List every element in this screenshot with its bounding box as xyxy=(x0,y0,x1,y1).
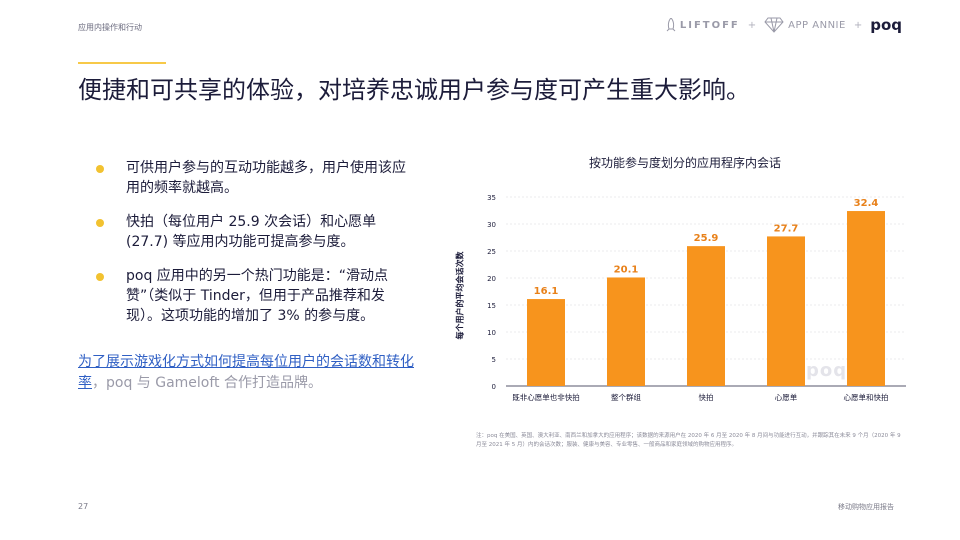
poq-watermark: poq xyxy=(806,360,848,381)
bullet-text: poq 应用中的另一个热门功能是：“滑动点赞”（类似于 Tinder，但用于产品… xyxy=(126,268,389,324)
brand-logos: LIFTOFF + APP ANNIE + poq xyxy=(666,16,902,34)
data-label: 16.1 xyxy=(534,286,559,297)
report-name: 移动购物应用报告 xyxy=(838,503,894,511)
y-tick-label: 20 xyxy=(487,275,496,283)
title-accent-line xyxy=(78,62,166,64)
bar xyxy=(687,246,725,386)
bullet-dot-icon xyxy=(96,273,104,281)
y-tick-label: 15 xyxy=(487,302,496,310)
y-tick-label: 25 xyxy=(487,248,496,256)
x-tick-label: 快拍 xyxy=(699,392,714,402)
poq-logo: poq xyxy=(870,16,902,34)
gameloft-callout-text: ，poq 与 Gameloft 合作打造品牌。 xyxy=(92,375,322,391)
plus-separator: + xyxy=(853,19,863,31)
y-tick-label: 5 xyxy=(492,356,496,364)
section-label: 应用内操作和行动 xyxy=(78,23,142,32)
sessions-bar-chart: 按功能参与度划分的应用程序内会话 每个用户的平均会话次数 0 5 10 15 20 25 3… xyxy=(450,150,920,425)
page-title: 便捷和可共享的体验，对培养忠诚用户参与度可产生重大影响。 xyxy=(78,76,750,104)
y-tick-label: 10 xyxy=(487,329,496,337)
chart-plot: 0 5 10 15 20 25 30 35 16.1 既非心愿单也非快拍 20.1 整个群组 25.9 快… xyxy=(487,194,906,402)
page-number: 27 xyxy=(78,502,89,511)
bar xyxy=(527,299,565,386)
data-label: 32.4 xyxy=(854,198,879,209)
bullet-dot-icon xyxy=(96,219,104,227)
data-label: 27.7 xyxy=(774,223,799,234)
x-tick-label: 既非心愿单也非快拍 xyxy=(512,392,580,402)
bar xyxy=(607,277,645,386)
bullet-item: 快拍（每位用户 25.9 次会话）和心愿单 (27.7) 等应用内功能可提高参与… xyxy=(96,212,416,252)
diamond-icon xyxy=(764,17,784,33)
rocket-icon xyxy=(666,18,676,32)
bullet-text: 可供用户参与的互动功能越多，用户使用该应用的频率就越高。 xyxy=(126,160,406,196)
x-tick-label: 整个群组 xyxy=(611,392,641,402)
bullet-list: 可供用户参与的互动功能越多，用户使用该应用的频率就越高。 快拍（每位用户 25.… xyxy=(96,158,416,340)
bullet-text: 快拍（每位用户 25.9 次会话）和心愿单 (27.7) 等应用内功能可提高参与… xyxy=(126,214,377,250)
liftoff-logo: LIFTOFF xyxy=(666,18,740,32)
x-tick-label: 心愿单 xyxy=(775,392,798,402)
data-label: 20.1 xyxy=(614,264,639,275)
liftoff-wordmark: LIFTOFF xyxy=(679,19,740,31)
data-label: 25.9 xyxy=(694,233,719,244)
gameloft-link[interactable]: 为了展示游戏化方式如何提高每位用户的会话数和转化率 xyxy=(78,354,414,391)
bullet-dot-icon xyxy=(96,165,104,173)
x-tick-label: 心愿单和快拍 xyxy=(844,392,889,402)
bullet-item: poq 应用中的另一个热门功能是：“滑动点赞”（类似于 Tinder，但用于产品… xyxy=(96,266,416,326)
chart-footnote: 注：poq 在美国、英国、澳大利亚、南西兰和加拿大的应用程序；该数据的来源用户在… xyxy=(476,433,901,448)
plus-separator: + xyxy=(747,19,757,31)
app-annie-logo: APP ANNIE xyxy=(764,17,846,33)
chart-title: 按功能参与度划分的应用程序内会话 xyxy=(588,156,781,170)
app-annie-wordmark: APP ANNIE xyxy=(788,19,846,31)
y-tick-label: 0 xyxy=(492,383,496,391)
gameloft-callout: 为了展示游戏化方式如何提高每位用户的会话数和转化率，poq 与 Gameloft… xyxy=(78,352,438,394)
y-tick-label: 30 xyxy=(487,221,496,229)
bar xyxy=(847,211,885,386)
y-tick-label: 35 xyxy=(487,194,496,202)
bar xyxy=(767,236,805,386)
bullet-item: 可供用户参与的互动功能越多，用户使用该应用的频率就越高。 xyxy=(96,158,416,198)
